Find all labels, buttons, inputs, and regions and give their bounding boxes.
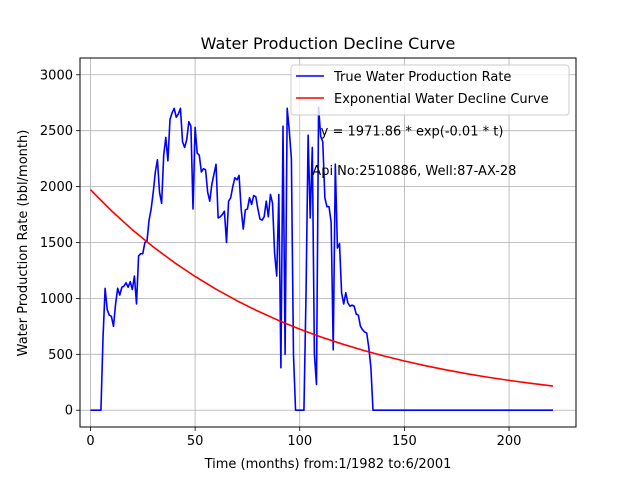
x-tick-label: 150 [392,434,417,449]
y-tick-label: 500 [48,348,73,363]
legend-label-exponential-fit: Exponential Water Decline Curve [334,92,549,107]
exponential-decline-curve-line [89,189,554,387]
y-tick-label: 2000 [40,180,73,195]
x-tick-label: 200 [497,434,522,449]
y-tick-label: 2500 [40,124,73,139]
y-tick-label: 1500 [40,236,73,251]
legend-label-true-rate: True Water Production Rate [333,70,511,85]
x-axis-label: Time (months) from:1/1982 to:6/2001 [204,457,452,472]
y-tick-label: 3000 [40,68,73,83]
plot-frame [79,57,577,428]
legend: True Water Production Rate Exponential W… [290,64,570,116]
plot-lines [89,106,554,412]
well-id-annotation: Api No:2510886, Well:87-AX-28 [312,164,516,179]
chart-title: Water Production Decline Curve [201,34,456,53]
x-tick-label: 100 [287,434,312,449]
y-axis-label: Water Production Rate (bbl/month) [16,130,31,357]
x-tick-label: 50 [187,434,204,449]
y-tick-label: 1000 [40,292,73,307]
y-tick-label: 0 [65,404,73,419]
grid [80,58,576,427]
true-water-production-rate-line [90,106,553,412]
x-tick-label: 0 [86,434,94,449]
fit-equation-annotation: y = 1971.86 * exp(-0.01 * t) [321,125,504,140]
legend-box [290,64,570,116]
